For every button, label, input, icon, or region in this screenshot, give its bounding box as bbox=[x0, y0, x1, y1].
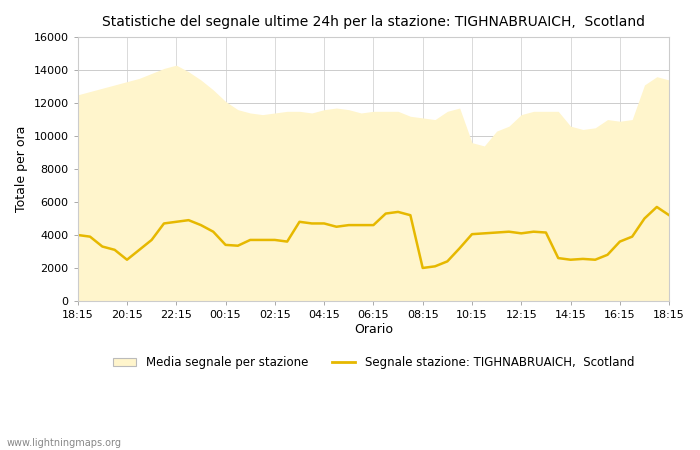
Title: Statistiche del segnale ultime 24h per la stazione: TIGHNABRUAICH,  Scotland: Statistiche del segnale ultime 24h per l… bbox=[102, 15, 645, 29]
Legend: Media segnale per stazione, Segnale stazione: TIGHNABRUAICH,  Scotland: Media segnale per stazione, Segnale staz… bbox=[108, 352, 639, 374]
Y-axis label: Totale per ora: Totale per ora bbox=[15, 126, 28, 212]
Text: www.lightningmaps.org: www.lightningmaps.org bbox=[7, 438, 122, 448]
X-axis label: Orario: Orario bbox=[354, 323, 393, 336]
